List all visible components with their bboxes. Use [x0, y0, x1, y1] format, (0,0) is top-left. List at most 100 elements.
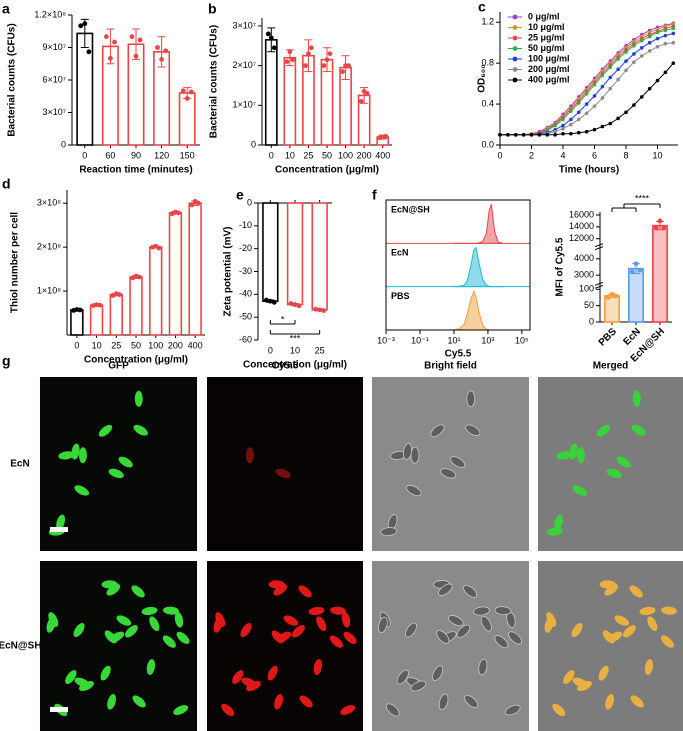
series-marker — [561, 117, 565, 122]
series-marker — [639, 38, 644, 43]
bar — [627, 267, 644, 323]
y-axis-title: OD₆₀₀ — [477, 64, 488, 93]
data-point — [287, 49, 293, 55]
series-marker — [647, 86, 652, 91]
cell — [108, 468, 124, 479]
cell — [438, 583, 453, 596]
cell — [639, 606, 656, 616]
x-tick-label: 10⁻¹ — [411, 335, 429, 345]
x-axis-title: Time (hours) — [559, 165, 619, 176]
cell — [604, 583, 619, 596]
x-tick-label: 6 — [592, 150, 597, 160]
micrograph — [372, 377, 529, 551]
data-point — [605, 295, 611, 300]
cell — [65, 670, 77, 684]
bar — [188, 202, 202, 336]
y-tick-label: 6×10⁷ — [42, 74, 66, 84]
column-label: Cy5.5 — [272, 361, 299, 372]
column-label: Bright field — [424, 361, 477, 372]
cell — [614, 615, 630, 626]
data-point — [303, 63, 308, 69]
y-tick-label: 0 — [247, 197, 252, 207]
series-marker — [624, 110, 628, 115]
legend-marker — [512, 77, 518, 83]
cell — [577, 681, 592, 691]
data-point — [267, 298, 273, 304]
cell — [98, 424, 113, 437]
data-point — [340, 69, 345, 74]
cell — [406, 484, 422, 497]
cell — [71, 443, 80, 460]
series-marker — [592, 82, 597, 87]
panel-label: e — [236, 187, 244, 203]
legend-label: 0 μg/ml — [528, 11, 560, 21]
series-marker — [632, 43, 636, 48]
x-tick-label: 8 — [624, 150, 629, 160]
series-marker — [545, 132, 550, 137]
data-point — [629, 269, 635, 275]
data-point — [86, 49, 92, 55]
row-label: EcN — [10, 459, 29, 470]
panel-label: c — [478, 0, 486, 15]
series-marker — [592, 127, 597, 132]
legend-marker — [512, 56, 518, 62]
cell — [106, 583, 121, 596]
y-axis-title: Zeta potential (mV) — [223, 226, 234, 316]
series-marker — [553, 129, 557, 134]
cell — [74, 485, 90, 496]
series-marker — [600, 124, 605, 129]
data-point — [309, 45, 314, 51]
cell — [133, 424, 148, 436]
significance: * — [281, 314, 285, 324]
series-marker — [639, 46, 644, 50]
data-point — [155, 45, 160, 50]
cell — [456, 624, 471, 638]
data-point — [358, 98, 364, 104]
cell — [275, 468, 291, 479]
x-tick-label: 100 — [338, 150, 353, 160]
cell — [267, 665, 278, 681]
cell — [554, 514, 564, 531]
legend-marker — [512, 35, 518, 41]
data-point — [383, 133, 389, 139]
data-point — [324, 57, 330, 63]
cell — [245, 447, 254, 464]
data-point — [306, 51, 311, 57]
data-point — [265, 31, 271, 37]
cell — [504, 704, 521, 716]
series-marker — [576, 130, 581, 135]
cell — [316, 616, 327, 632]
plot-frame — [385, 199, 531, 331]
series-marker — [671, 31, 676, 36]
series-marker — [592, 104, 597, 108]
x-tick-label: 400 — [188, 340, 203, 350]
y-tick-label: 12000 — [569, 233, 594, 243]
series-marker — [632, 103, 636, 107]
cell — [162, 635, 176, 648]
cell — [544, 617, 554, 633]
x-tick-label: 50 — [322, 150, 332, 160]
series-line — [500, 22, 674, 136]
series-marker — [655, 36, 660, 41]
x-tick-label: 10 — [285, 150, 295, 160]
series-marker — [592, 94, 597, 98]
data-point — [661, 225, 667, 231]
series-marker — [663, 70, 668, 75]
data-point — [271, 299, 277, 305]
cell — [380, 527, 398, 537]
data-point — [317, 307, 323, 313]
cell — [448, 615, 464, 627]
data-point — [163, 48, 169, 54]
bar — [264, 39, 278, 146]
column-label: Merged — [593, 361, 629, 372]
x-tick-label: 25 — [303, 150, 313, 160]
y-tick-label: 0.4 — [481, 98, 494, 108]
data-point — [112, 39, 117, 45]
x-axis-title: Concentration (μg/ml) — [84, 355, 188, 366]
y-tick-label: 3×10⁸ — [37, 198, 61, 208]
cell — [329, 635, 343, 648]
data-point — [97, 302, 103, 308]
y-axis-title: Bacterial counts (CFUs) — [209, 25, 220, 138]
y-axis-title: Thiol number per cell — [10, 212, 21, 313]
data-point — [364, 91, 370, 96]
